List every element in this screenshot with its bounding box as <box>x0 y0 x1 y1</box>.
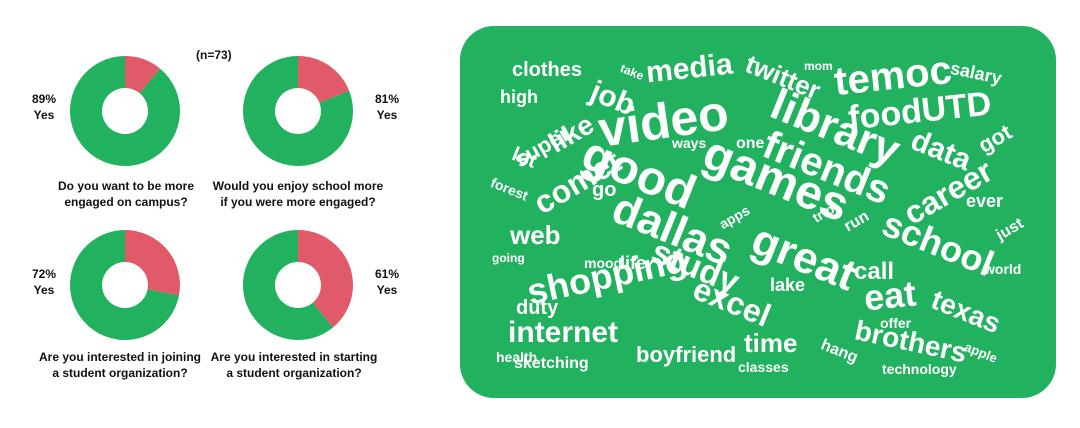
cloud-word: web <box>510 220 561 250</box>
yes-word: Yes <box>33 108 55 122</box>
question-line: a student organization? <box>52 366 188 380</box>
yes-percent: 72% <box>31 267 57 281</box>
cloud-word: take <box>618 61 646 83</box>
question-line: engaged on campus? <box>64 195 188 209</box>
cloud-word: sketching <box>514 355 589 372</box>
cloud-word: health <box>496 349 538 365</box>
yes-slice <box>243 230 334 340</box>
cloud-word: lake <box>770 275 806 295</box>
cloud-word: one <box>736 135 765 152</box>
cloud-word: mom <box>804 59 833 73</box>
no-slice <box>298 230 353 328</box>
question-2: Would you enjoy school more if you were … <box>178 178 418 210</box>
sample-size-note: (n=73) <box>196 48 232 62</box>
cloud-word: go <box>592 179 617 201</box>
question-line: a student organization? <box>226 366 362 380</box>
donut-label-2: 81% Yes <box>357 91 417 123</box>
donut-label-1: 89% Yes <box>14 91 74 123</box>
yes-percent: 81% <box>374 92 400 106</box>
cloud-word: offer <box>880 315 912 331</box>
question-1: Do you want to be more engaged on campus… <box>6 178 246 210</box>
cloud-word: going <box>492 251 525 265</box>
donut-chart-start-org <box>243 230 353 340</box>
yes-percent: 89% <box>31 92 57 106</box>
yes-slice <box>243 56 353 166</box>
no-slice <box>298 56 350 103</box>
cloud-word: texas <box>926 283 1006 340</box>
yes-slice <box>70 230 180 340</box>
yes-word: Yes <box>33 283 55 297</box>
cloud-word: high <box>500 87 538 107</box>
donut-label-4: 61% Yes <box>357 266 417 298</box>
question-line: Are you interested in joining <box>38 350 202 364</box>
cloud-word: clothes <box>512 59 583 81</box>
yes-percent: 61% <box>374 267 400 281</box>
donut-chart-enjoy-school <box>243 56 353 166</box>
cloud-word: run <box>841 207 873 236</box>
cloud-word: got <box>973 119 1016 158</box>
yes-word: Yes <box>376 108 398 122</box>
no-slice <box>125 56 161 94</box>
yes-word: Yes <box>376 283 398 297</box>
cloud-word: forest <box>488 174 531 204</box>
donut-chart-join-org <box>70 230 180 340</box>
cloud-word: call <box>854 258 895 285</box>
cloud-word: duty <box>516 297 559 319</box>
question-line: Do you want to be more <box>57 179 194 193</box>
cloud-word: apps <box>716 201 753 233</box>
question-line: if you were more engaged? <box>220 195 376 209</box>
yes-slice <box>70 56 180 166</box>
cloud-word: classes <box>738 359 789 375</box>
cloud-word: world <box>984 261 1022 277</box>
cloud-word: internet <box>508 316 619 349</box>
no-slice <box>125 230 180 296</box>
word-cloud: video library good games friends dallas … <box>460 26 1056 398</box>
question-line: Would you enjoy school more <box>212 179 384 193</box>
cloud-word: just <box>993 215 1027 245</box>
question-line: Are you interested in starting <box>210 350 378 364</box>
cloud-word: data <box>906 123 976 178</box>
question-3: Are you interested in joining a student … <box>0 349 240 381</box>
cloud-word: ways <box>672 135 707 151</box>
cloud-word: ever <box>966 191 1004 211</box>
donut-label-3: 72% Yes <box>14 266 74 298</box>
cloud-word: life <box>620 253 647 273</box>
cloud-word: salary <box>948 57 1004 89</box>
question-4: Are you interested in starting a student… <box>174 349 414 381</box>
cloud-word: apple <box>962 339 1000 366</box>
donut-chart-engaged-campus <box>70 56 180 166</box>
cloud-word: mood <box>584 255 623 271</box>
cloud-word: time <box>744 328 798 358</box>
cloud-word: media <box>644 47 735 90</box>
cloud-word: boyfriend <box>636 342 737 367</box>
cloud-word: technology <box>882 361 957 377</box>
